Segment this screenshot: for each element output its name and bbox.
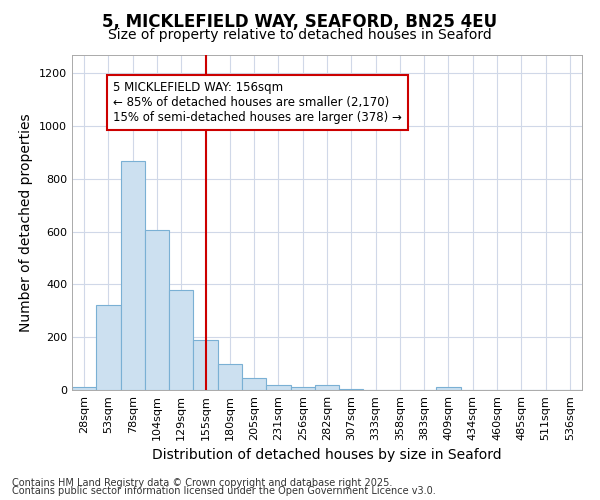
Text: Contains HM Land Registry data © Crown copyright and database right 2025.: Contains HM Land Registry data © Crown c…: [12, 478, 392, 488]
Text: 5 MICKLEFIELD WAY: 156sqm
← 85% of detached houses are smaller (2,170)
15% of se: 5 MICKLEFIELD WAY: 156sqm ← 85% of detac…: [113, 82, 402, 124]
Bar: [315, 386, 339, 390]
Bar: [72, 387, 96, 390]
X-axis label: Distribution of detached houses by size in Seaford: Distribution of detached houses by size …: [152, 448, 502, 462]
Bar: [242, 378, 266, 390]
Text: 5, MICKLEFIELD WAY, SEAFORD, BN25 4EU: 5, MICKLEFIELD WAY, SEAFORD, BN25 4EU: [103, 12, 497, 30]
Bar: [193, 340, 218, 390]
Bar: [339, 388, 364, 390]
Bar: [145, 230, 169, 390]
Bar: [169, 290, 193, 390]
Y-axis label: Number of detached properties: Number of detached properties: [19, 113, 34, 332]
Text: Size of property relative to detached houses in Seaford: Size of property relative to detached ho…: [108, 28, 492, 42]
Bar: [436, 387, 461, 390]
Bar: [290, 387, 315, 390]
Text: Contains public sector information licensed under the Open Government Licence v3: Contains public sector information licen…: [12, 486, 436, 496]
Bar: [266, 386, 290, 390]
Bar: [218, 364, 242, 390]
Bar: [96, 305, 121, 390]
Bar: [121, 161, 145, 390]
